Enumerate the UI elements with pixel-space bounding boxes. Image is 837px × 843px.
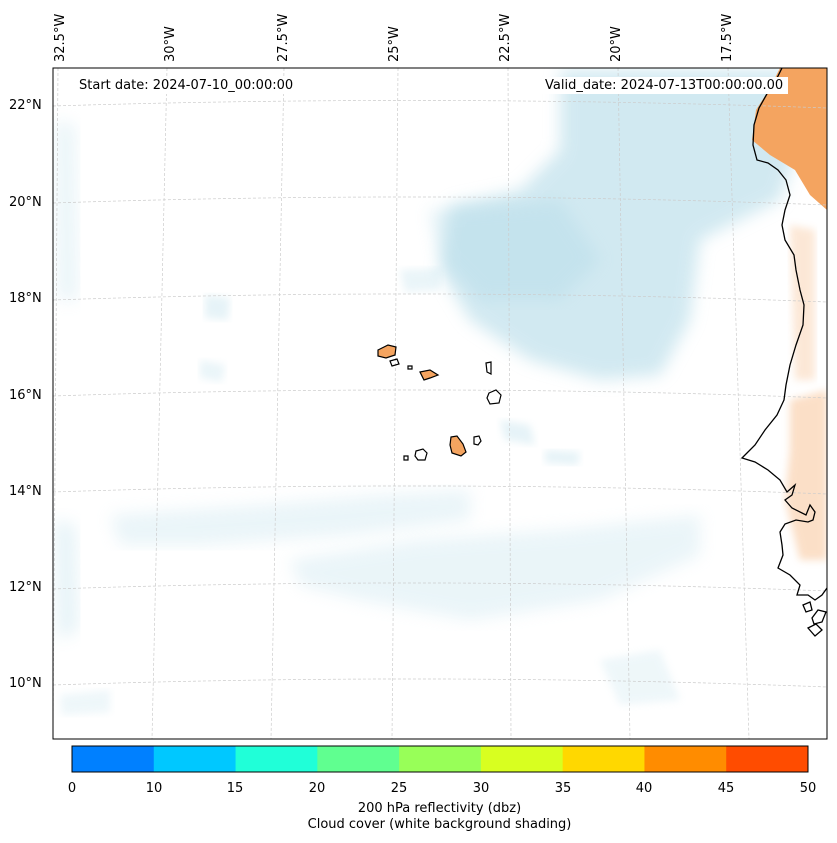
cape-verde-islands xyxy=(377,344,502,461)
lat-label: 16°N xyxy=(9,388,42,403)
colorbar-segment xyxy=(235,746,318,772)
valid-date: Valid_date: 2024-07-13T00:00:00.00 xyxy=(540,77,789,94)
graticule xyxy=(53,68,827,739)
lon-label: 20°W xyxy=(609,26,624,62)
reflectivity-shading xyxy=(752,68,827,560)
lon-label: 32.5°W xyxy=(53,13,68,62)
colorbar-segment xyxy=(726,746,809,772)
colorbar-title: 200 hPa reflectivity (dbz) Cloud cover (… xyxy=(0,801,837,833)
lon-label: 27.5°W xyxy=(276,13,291,62)
colorbar-segment xyxy=(644,746,727,772)
lat-label: 14°N xyxy=(9,484,42,499)
lat-label: 18°N xyxy=(9,291,42,306)
colorbar-tick: 20 xyxy=(308,781,326,796)
colorbar-tick: 45 xyxy=(717,781,735,796)
map-frame xyxy=(52,67,828,740)
coastline xyxy=(740,68,827,637)
lat-label: 12°N xyxy=(9,580,42,595)
colorbar-tick: 50 xyxy=(799,781,817,796)
colorbar-tick: 10 xyxy=(145,781,163,796)
colorbar-segment xyxy=(480,746,564,772)
colorbar-segment xyxy=(153,746,237,772)
lon-label: 25°W xyxy=(387,26,402,62)
colorbar-tick: 35 xyxy=(554,781,572,796)
colorbar-segment xyxy=(399,746,482,772)
colorbar-tick: 25 xyxy=(390,781,408,796)
colorbar xyxy=(72,746,809,772)
lon-label: 17.5°W xyxy=(720,13,735,62)
colorbar-title-line1: 200 hPa reflectivity (dbz) xyxy=(357,801,522,816)
colorbar-segment xyxy=(72,746,155,772)
lon-label: 22.5°W xyxy=(498,13,513,62)
colorbar-title-line2: Cloud cover (white background shading) xyxy=(307,817,572,832)
lat-label: 10°N xyxy=(9,676,42,691)
start-date: Start date: 2024-07-10_00:00:00 xyxy=(74,77,299,94)
cloud-cover-shading xyxy=(55,70,800,715)
lon-label: 30°W xyxy=(163,26,178,62)
colorbar-tick: 30 xyxy=(472,781,490,796)
colorbar-tick: 40 xyxy=(635,781,653,796)
colorbar-segment xyxy=(317,746,400,772)
colorbar-tick: 15 xyxy=(226,781,244,796)
colorbar-segment xyxy=(562,746,645,772)
lat-label: 20°N xyxy=(9,195,42,210)
colorbar-tick: 0 xyxy=(67,781,77,796)
lat-label: 22°N xyxy=(9,98,42,113)
